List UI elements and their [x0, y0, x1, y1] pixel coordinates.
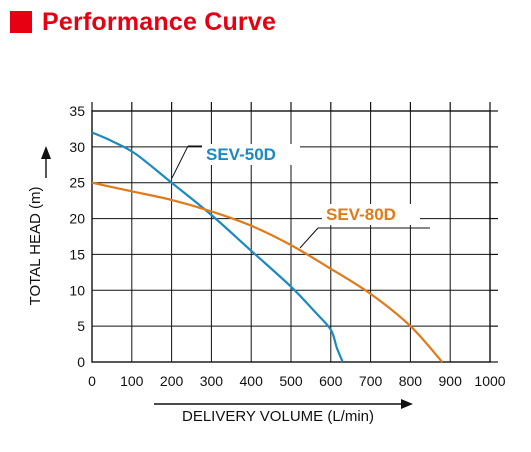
x-axis-label: DELIVERY VOLUME (L/min) — [182, 408, 374, 425]
y-tick-labels: 0 5 10 15 20 25 30 35 — [69, 103, 85, 370]
series-label-sev-80d: SEV-80D — [326, 205, 396, 224]
x-tick-label: 700 — [359, 373, 383, 389]
x-tick-label: 1000 — [474, 373, 505, 389]
series-line-sev-80d — [91, 181, 444, 363]
x-tick-label: 200 — [160, 373, 184, 389]
axis-ticks — [91, 102, 498, 363]
chart-heading: Performance Curve — [10, 2, 276, 42]
series-label-leader — [171, 145, 189, 179]
series-label-background — [322, 204, 420, 225]
x-tick-label: 500 — [279, 373, 303, 389]
x-tick-labels: 0 100 200 300 400 500 600 700 800 900 1000 — [88, 373, 506, 389]
series-label-sev-50d: SEV-50D — [206, 145, 276, 164]
plot-frame — [91, 110, 491, 363]
grid — [92, 111, 490, 362]
heading-red-square-icon — [10, 11, 32, 33]
y-tick-label: 35 — [69, 103, 85, 119]
series-line-sev-50d — [91, 131, 344, 363]
series-label-leader — [299, 227, 319, 249]
y-axis-label: TOTAL HEAD (m) — [27, 187, 44, 306]
x-tick-label: 100 — [120, 373, 144, 389]
y-axis-arrow-icon — [41, 146, 51, 178]
series-label-background — [202, 144, 300, 165]
series-labels: SEV-50D SEV-80D — [171, 144, 430, 249]
x-tick-label: 800 — [399, 373, 423, 389]
y-tick-label: 0 — [77, 354, 85, 370]
x-tick-label: 300 — [200, 373, 224, 389]
x-tick-label: 900 — [439, 373, 463, 389]
x-tick-label: 400 — [240, 373, 264, 389]
x-tick-label: 0 — [88, 373, 96, 389]
x-tick-label: 600 — [319, 373, 343, 389]
chart-title: Performance Curve — [42, 7, 277, 36]
y-tick-label: 5 — [77, 318, 85, 334]
y-tick-label: 30 — [69, 139, 85, 155]
series — [91, 131, 444, 363]
x-axis-arrow-icon — [154, 399, 413, 409]
y-tick-label: 10 — [69, 282, 85, 298]
y-tick-label: 25 — [69, 175, 85, 191]
y-tick-label: 20 — [69, 211, 85, 227]
y-tick-label: 15 — [69, 246, 85, 262]
